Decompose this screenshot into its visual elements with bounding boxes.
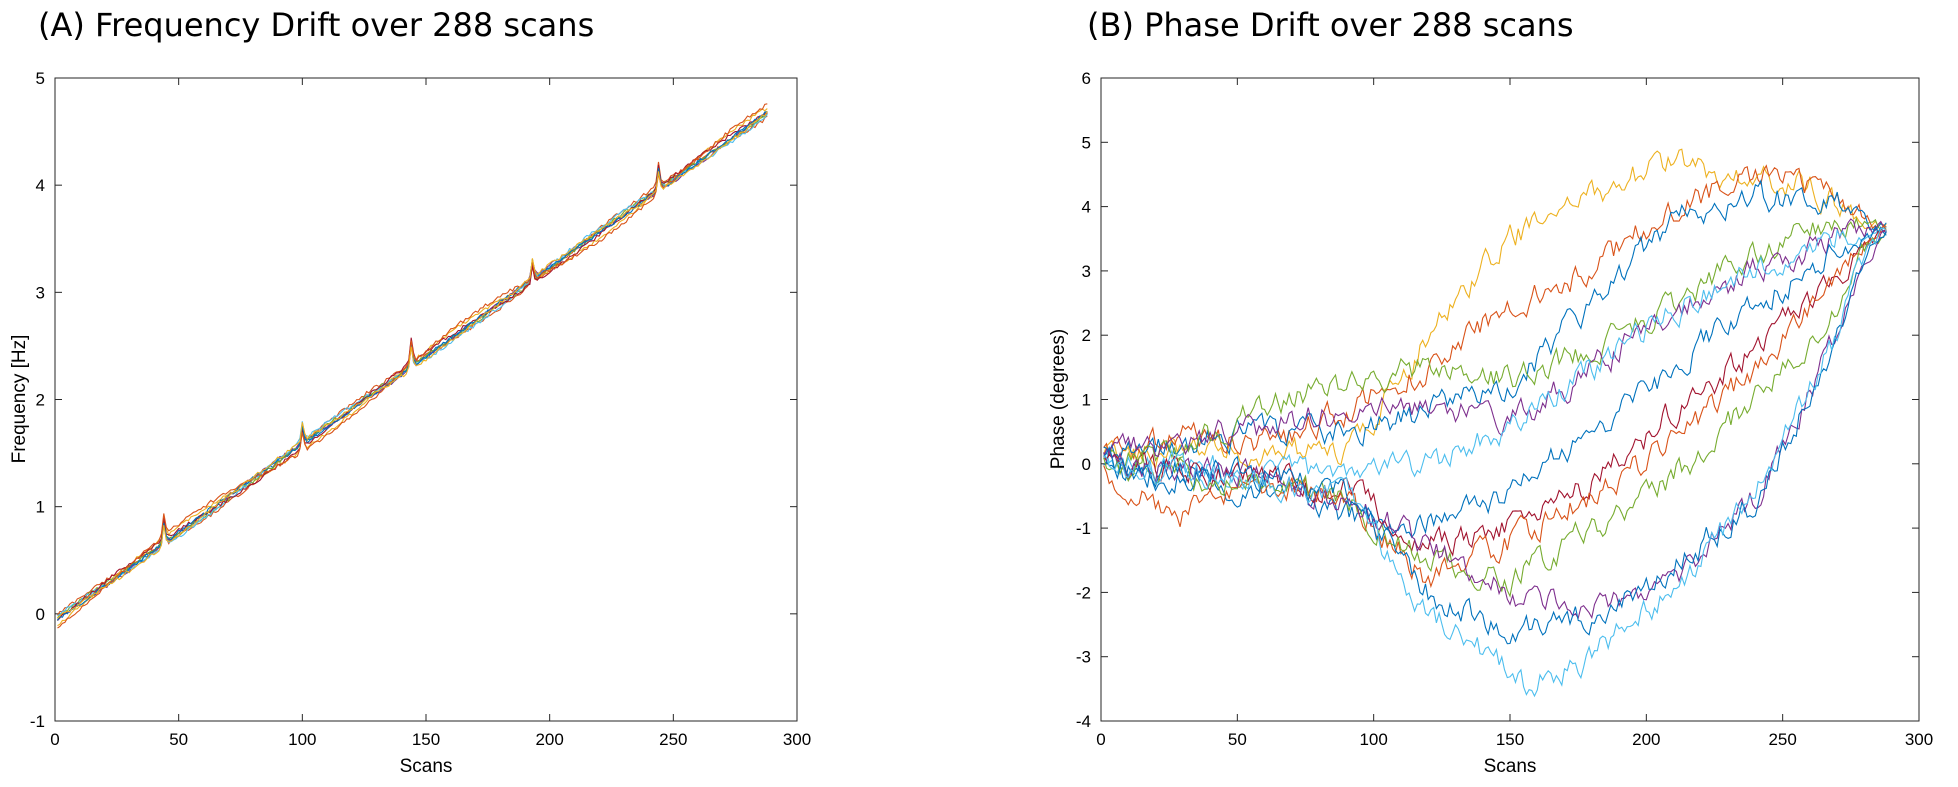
chart-a-xtick-label: 250 (659, 730, 687, 749)
chart-b-series-12 (1103, 231, 1887, 645)
chart-b-title: (B) Phase Drift over 288 scans (1087, 6, 1574, 44)
chart-b-ytick-label: 5 (1082, 133, 1091, 152)
chart-b-ytick-label: 0 (1082, 455, 1091, 474)
chart-b-series-7 (1103, 225, 1887, 539)
chart-b-ytick-label: -4 (1076, 712, 1091, 731)
chart-b-xtick-label: 250 (1768, 730, 1796, 749)
chart-b-xtick-label: 200 (1632, 730, 1660, 749)
chart-b-series-4 (1103, 216, 1887, 474)
chart-b-xtick-label: 50 (1228, 730, 1247, 749)
chart-a-xtick-label: 150 (412, 730, 440, 749)
chart-a-xtick-label: 200 (535, 730, 563, 749)
chart-b-ytick-label: -2 (1076, 583, 1091, 602)
chart-a-title: (A) Frequency Drift over 288 scans (38, 6, 595, 44)
chart-a-xtick-label: 0 (50, 730, 59, 749)
chart-a-ytick-label: 4 (36, 176, 45, 195)
chart-a-xtick-label: 100 (288, 730, 316, 749)
chart-b-xtick-label: 300 (1905, 730, 1933, 749)
chart-b-ytick-label: 2 (1082, 326, 1091, 345)
chart-a-xtick-label: 300 (783, 730, 811, 749)
chart-b-xtick-label: 0 (1096, 730, 1105, 749)
chart-a-xtick-label: 50 (169, 730, 188, 749)
chart-a-ytick-label: 0 (36, 605, 45, 624)
chart-b-series-1 (1103, 148, 1887, 470)
chart-a-ytick-label: 3 (36, 283, 45, 302)
chart-a-ytick-label: -1 (30, 712, 45, 731)
chart-a-series-9 (57, 103, 768, 629)
chart-b-ytick-label: 4 (1082, 198, 1091, 217)
chart-b-ytick-label: 1 (1082, 391, 1091, 410)
chart-b-ytick-label: -1 (1076, 519, 1091, 538)
chart-a-ylabel: Frequency [Hz] (9, 335, 30, 464)
chart-b-series-2 (1103, 164, 1887, 461)
chart-b-axes-box (1100, 77, 1920, 722)
chart-b-series-5 (1103, 218, 1887, 463)
chart-b-series-9 (1103, 224, 1887, 589)
chart-a-xlabel: Scans (400, 756, 453, 777)
chart-b-series-13 (1103, 227, 1887, 698)
chart-b-xtick-label: 150 (1496, 730, 1524, 749)
chart-b-ytick-label: 6 (1082, 69, 1091, 88)
chart-b-xlabel: Scans (1484, 756, 1537, 777)
chart-a-ytick-label: 2 (36, 391, 45, 410)
chart-b-ylabel: Phase (degrees) (1048, 329, 1069, 469)
chart-b-series-8 (1103, 228, 1887, 557)
chart-b-xtick-label: 100 (1359, 730, 1387, 749)
chart-a-axes-box (54, 77, 798, 722)
chart-a-series-10 (57, 110, 768, 619)
chart-b-ytick-label: 3 (1082, 262, 1091, 281)
chart-b-series-11 (1103, 229, 1887, 620)
chart-b-ytick-label: -3 (1076, 648, 1091, 667)
chart-a-ytick-label: 1 (36, 498, 45, 517)
chart-a: 0 50 100 150 200 250 300 -1 0 1 2 3 4 5 Scans Frequen… (9, 69, 811, 777)
chart-a-ytick-label: 5 (36, 69, 45, 88)
chart-b-series-10 (1103, 231, 1887, 598)
